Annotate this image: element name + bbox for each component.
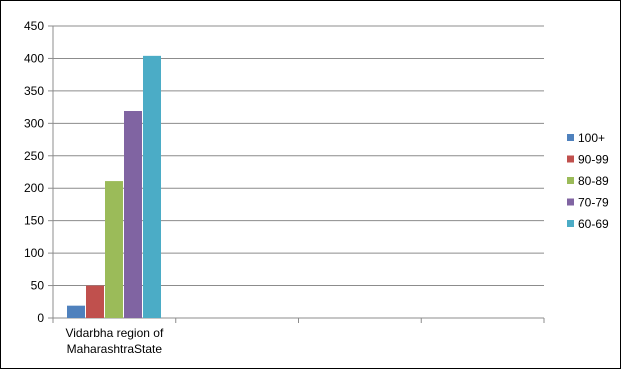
bar-70-79 (124, 111, 142, 318)
y-tick-label: 400 (24, 51, 44, 65)
legend: 100+ 90-99 80-89 70-79 60-69 (567, 131, 609, 231)
y-tick-label: 450 (24, 19, 44, 33)
y-tick-label: 0 (37, 311, 44, 325)
y-tick-label: 300 (24, 116, 44, 130)
axes: 0 50 100 150 200 250 300 350 400 450 Vidarbha regi… (24, 19, 545, 356)
y-tick-label: 150 (24, 214, 44, 228)
bar-90-99 (86, 285, 104, 318)
y-tick-label: 100 (24, 246, 44, 260)
legend-label: 100+ (578, 131, 605, 145)
y-tick-label: 50 (31, 279, 45, 293)
legend-label: 70-79 (578, 196, 609, 210)
y-tick-label: 350 (24, 84, 44, 98)
legend-swatch (567, 220, 574, 227)
legend-label: 60-69 (578, 217, 609, 231)
bar-80-89 (105, 181, 123, 318)
bar-100+ (67, 305, 85, 318)
legend-swatch (567, 134, 574, 141)
bar-60-69 (143, 55, 161, 319)
legend-swatch (567, 198, 574, 206)
legend-swatch (567, 155, 574, 163)
y-tick-label: 200 (24, 181, 44, 195)
legend-label: 90-99 (578, 153, 609, 167)
bars (67, 55, 161, 319)
y-tick-label: 250 (24, 149, 44, 163)
legend-swatch (567, 177, 574, 184)
category-label: Vidarbha region of (65, 326, 164, 340)
legend-label: 80-89 (578, 174, 609, 188)
category-label: MaharashtraState (67, 342, 163, 356)
